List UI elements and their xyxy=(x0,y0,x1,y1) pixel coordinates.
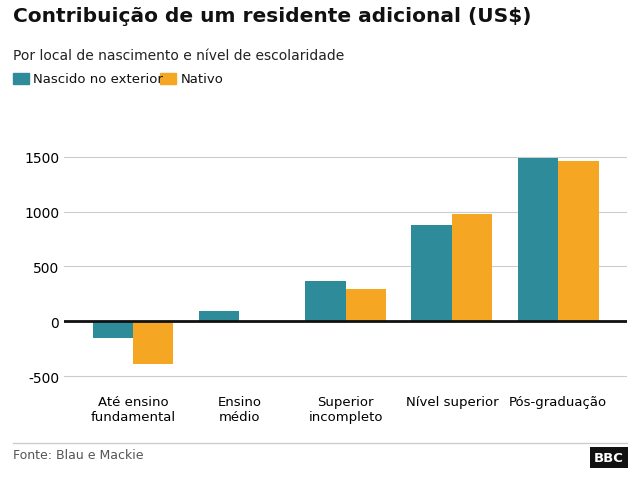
Text: Nascido no exterior: Nascido no exterior xyxy=(33,73,163,85)
Bar xyxy=(558,162,598,321)
Bar xyxy=(305,281,346,321)
Text: Por local de nascimento e nível de escolaridade: Por local de nascimento e nível de escol… xyxy=(13,48,344,62)
Text: BBC: BBC xyxy=(594,451,624,464)
Bar xyxy=(346,290,386,321)
Bar xyxy=(518,158,558,321)
Bar xyxy=(93,321,133,338)
Text: Fonte: Blau e Mackie: Fonte: Blau e Mackie xyxy=(13,449,143,461)
Bar xyxy=(452,215,492,321)
Bar xyxy=(412,225,452,321)
Text: Nativo: Nativo xyxy=(180,73,223,85)
Bar xyxy=(133,321,173,364)
Text: Contribuição de um residente adicional (US$): Contribuição de um residente adicional (… xyxy=(13,7,531,26)
Bar xyxy=(199,312,239,321)
